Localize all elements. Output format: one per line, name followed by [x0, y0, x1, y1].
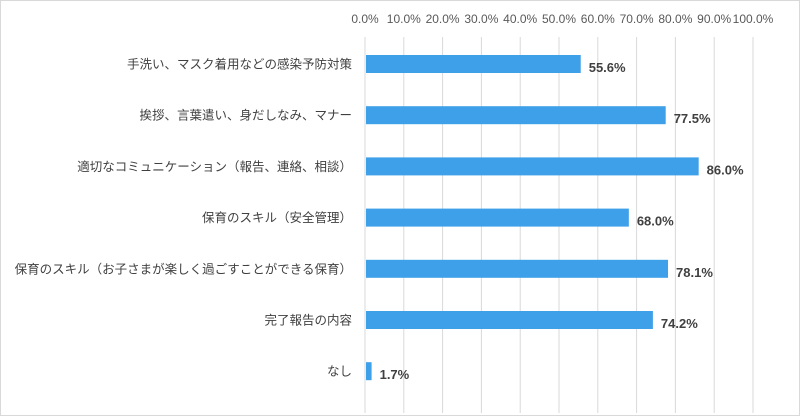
x-tick-label: 20.0% [426, 12, 460, 26]
bar [366, 362, 372, 381]
data-label: 74.2% [661, 316, 698, 331]
category-label: なし [327, 364, 352, 379]
bar [366, 208, 629, 227]
x-tick-label: 100.0% [733, 12, 774, 26]
x-tick-label: 60.0% [581, 12, 615, 26]
x-tick-label: 80.0% [658, 12, 692, 26]
category-labels: 手洗い、マスク着用などの感染予防対策挨拶、言葉遣い、身だしなみ、マナー適切なコミ… [15, 57, 353, 379]
x-tick-label: 70.0% [620, 12, 654, 26]
bar [366, 157, 699, 176]
category-label: 挨拶、言葉遣い、身だしなみ、マナー [139, 108, 352, 123]
data-label: 55.6% [589, 60, 626, 75]
category-label: 完了報告の内容 [264, 313, 352, 328]
data-label: 78.1% [676, 265, 713, 280]
x-tick-label: 40.0% [503, 12, 537, 26]
data-label: 68.0% [637, 214, 674, 229]
bar [366, 259, 669, 278]
bar [366, 311, 653, 329]
x-tick-label: 0.0% [351, 12, 379, 26]
bars [366, 55, 699, 381]
category-label: 適切なコミュニケーション（報告、連絡、相談） [77, 159, 352, 174]
category-label: 手洗い、マスク着用などの感染予防対策 [127, 57, 353, 72]
category-label: 保育のスキル（お子さまが楽しく過ごすことができる保育） [15, 261, 352, 276]
bar [366, 55, 581, 73]
x-axis-ticks: 0.0% 10.0% 20.0% 30.0% 40.0% 50.0% 60.0% 70.0% 8… [351, 12, 773, 26]
category-label: 保育のスキル（安全管理） [202, 210, 352, 225]
data-label: 77.5% [674, 111, 711, 126]
bar [366, 106, 666, 125]
data-label: 86.0% [707, 162, 744, 177]
x-tick-label: 10.0% [387, 12, 421, 26]
x-tick-label: 30.0% [464, 12, 498, 26]
data-label: 1.7% [380, 367, 410, 382]
x-tick-label: 50.0% [542, 12, 576, 26]
x-tick-label: 90.0% [697, 12, 731, 26]
data-labels: 55.6% 77.5% 86.0% 68.0% 78.1% 74.2% 1.7% [380, 60, 744, 382]
